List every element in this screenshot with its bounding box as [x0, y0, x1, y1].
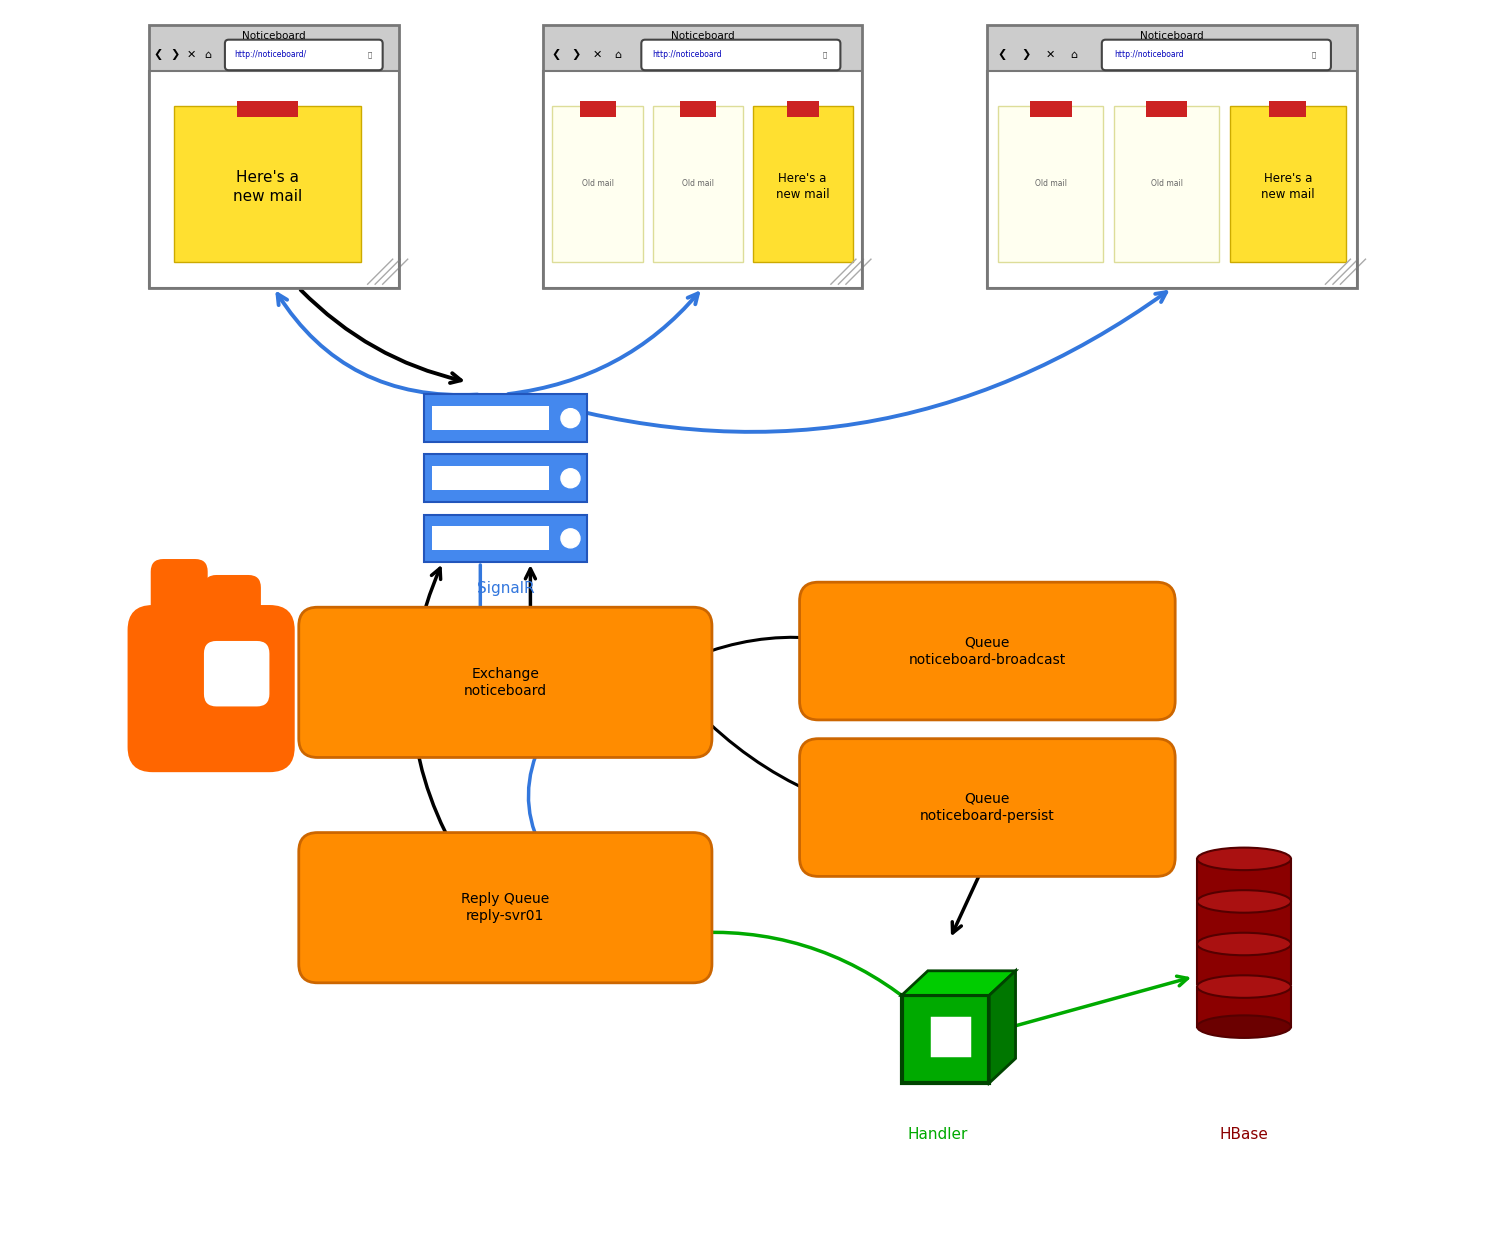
- Text: ⌂: ⌂: [204, 50, 211, 60]
- Bar: [148, 25, 399, 71]
- Bar: [580, 101, 616, 116]
- Text: Here's a
new mail: Here's a new mail: [232, 170, 303, 204]
- Text: Here's a
new mail: Here's a new mail: [776, 173, 829, 202]
- Text: Queue
noticeboard-broadcast: Queue noticeboard-broadcast: [908, 636, 1066, 667]
- Text: http://noticeboard: http://noticeboard: [1114, 50, 1184, 59]
- Bar: [1198, 944, 1291, 984]
- Text: Noticeboard: Noticeboard: [670, 30, 735, 40]
- Text: ❯: ❯: [571, 49, 582, 60]
- FancyBboxPatch shape: [1102, 40, 1331, 70]
- Bar: [148, 71, 399, 288]
- Bar: [148, 25, 399, 288]
- Bar: [543, 25, 862, 288]
- Ellipse shape: [1198, 933, 1291, 955]
- Text: ❮: ❮: [997, 49, 1007, 60]
- Text: ⌂: ⌂: [615, 50, 622, 60]
- Text: http://noticeboard: http://noticeboard: [652, 50, 723, 59]
- Text: Handler: Handler: [907, 1127, 967, 1142]
- Bar: [543, 25, 862, 71]
- Bar: [1270, 101, 1306, 116]
- Text: ✕: ✕: [186, 50, 196, 60]
- Text: ⌂: ⌂: [1070, 50, 1078, 60]
- Bar: [424, 454, 586, 502]
- Text: 🔍: 🔍: [823, 51, 827, 59]
- Circle shape: [561, 528, 580, 548]
- Bar: [174, 105, 361, 262]
- Bar: [543, 71, 862, 288]
- Text: Old mail: Old mail: [1151, 179, 1183, 188]
- Bar: [988, 25, 1357, 288]
- Bar: [998, 105, 1103, 262]
- FancyBboxPatch shape: [151, 558, 208, 659]
- Bar: [432, 526, 549, 551]
- Bar: [1114, 105, 1219, 262]
- Ellipse shape: [1198, 890, 1291, 913]
- Bar: [652, 105, 744, 262]
- Text: Here's a
new mail: Here's a new mail: [1261, 173, 1315, 202]
- FancyBboxPatch shape: [799, 739, 1175, 876]
- Bar: [679, 101, 717, 116]
- Text: HBase: HBase: [1220, 1127, 1268, 1142]
- FancyBboxPatch shape: [127, 605, 295, 772]
- Bar: [553, 105, 643, 262]
- Text: ❮: ❮: [154, 49, 163, 60]
- Polygon shape: [989, 970, 1015, 1083]
- FancyBboxPatch shape: [204, 641, 270, 706]
- Ellipse shape: [1198, 975, 1291, 998]
- FancyBboxPatch shape: [799, 582, 1175, 720]
- Bar: [237, 101, 297, 116]
- Text: ✕: ✕: [592, 50, 603, 60]
- Ellipse shape: [1198, 848, 1291, 870]
- Bar: [1145, 101, 1187, 116]
- FancyBboxPatch shape: [225, 40, 382, 70]
- Circle shape: [561, 468, 580, 488]
- Bar: [1198, 859, 1291, 899]
- Text: ❯: ❯: [171, 49, 180, 60]
- Text: Noticeboard: Noticeboard: [241, 30, 306, 40]
- Bar: [424, 394, 586, 442]
- Text: SignalR: SignalR: [477, 581, 534, 596]
- Bar: [932, 1018, 968, 1055]
- FancyBboxPatch shape: [204, 575, 261, 659]
- Text: Noticeboard: Noticeboard: [1141, 30, 1204, 40]
- Text: Reply Queue
reply-svr01: Reply Queue reply-svr01: [462, 891, 550, 924]
- Text: ❮: ❮: [552, 49, 561, 60]
- Text: Exchange
noticeboard: Exchange noticeboard: [463, 667, 547, 699]
- Bar: [424, 515, 586, 562]
- FancyBboxPatch shape: [298, 833, 712, 983]
- FancyBboxPatch shape: [642, 40, 841, 70]
- Text: 🔍: 🔍: [1312, 51, 1316, 59]
- Polygon shape: [901, 970, 1015, 995]
- Bar: [1229, 105, 1346, 262]
- Text: Queue
noticeboard-persist: Queue noticeboard-persist: [920, 793, 1055, 824]
- Text: ❯: ❯: [1021, 49, 1031, 60]
- Bar: [988, 71, 1357, 288]
- Bar: [1198, 987, 1291, 1027]
- Bar: [1030, 101, 1072, 116]
- Bar: [752, 105, 853, 262]
- Ellipse shape: [1198, 1015, 1291, 1038]
- Text: Old mail: Old mail: [1034, 179, 1067, 188]
- FancyBboxPatch shape: [298, 607, 712, 757]
- Text: Old mail: Old mail: [582, 179, 613, 188]
- Bar: [988, 25, 1357, 71]
- Polygon shape: [901, 995, 989, 1083]
- Bar: [432, 406, 549, 431]
- Text: 🔍: 🔍: [367, 51, 372, 59]
- Circle shape: [561, 408, 580, 428]
- Text: ✕: ✕: [1045, 50, 1055, 60]
- Text: http://noticeboard/: http://noticeboard/: [235, 50, 307, 59]
- Bar: [1198, 901, 1291, 942]
- Bar: [432, 467, 549, 491]
- Text: Old mail: Old mail: [682, 179, 714, 188]
- Bar: [787, 101, 818, 116]
